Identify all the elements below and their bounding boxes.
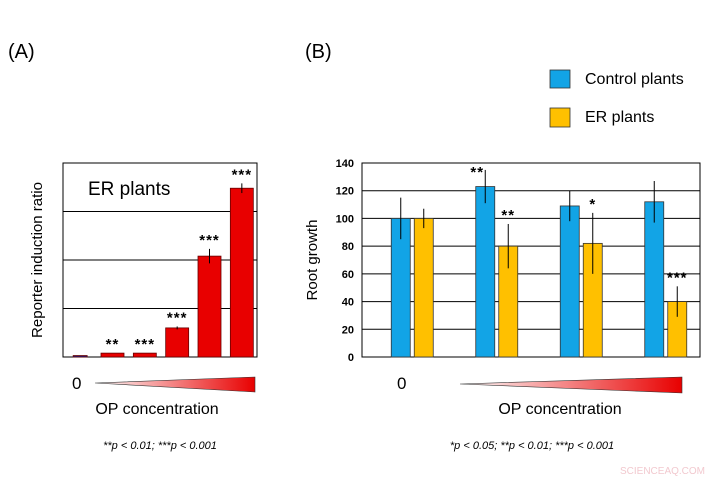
y-tick-label: 100 [336, 213, 354, 225]
bar [100, 352, 125, 358]
significance-label: ** [470, 164, 484, 181]
panel-b-label: (B) [305, 41, 332, 63]
panel-b-footnote: *p < 0.05; **p < 0.01; ***p < 0.001 [450, 440, 614, 452]
significance-label: * [589, 196, 596, 213]
significance-label: *** [167, 309, 188, 326]
y-tick-label: 60 [342, 269, 354, 281]
panel-a-inset-title: ER plants [88, 179, 170, 200]
bar [165, 327, 190, 358]
significance-label: *** [135, 336, 156, 353]
bar [197, 255, 222, 358]
bar-control [559, 205, 580, 358]
y-tick-label: 80 [342, 241, 354, 253]
plot-frame [361, 162, 701, 358]
panel-b-ylabel: Root growth [304, 220, 321, 301]
significance-label: ** [501, 207, 515, 224]
panel-a-ylabel: Reporter induction ratio [29, 182, 46, 338]
y-tick-label: 20 [342, 324, 354, 336]
bar-control [390, 218, 411, 358]
panel-b-x-start-label: 0 [397, 374, 406, 393]
significance-label: ** [106, 336, 120, 353]
plot-frame [62, 162, 258, 358]
y-tick-label: 120 [336, 186, 354, 198]
panel-a-x-start-label: 0 [72, 374, 81, 393]
panel-b-concentration-wedge [459, 376, 683, 394]
significance-label: *** [199, 232, 220, 249]
legend-label-control: Control plants [585, 71, 684, 88]
panel-a-concentration-wedge [94, 376, 256, 393]
bar [132, 352, 157, 358]
bar-control [475, 186, 496, 358]
bar-control [644, 201, 665, 358]
legend-swatch-er [549, 107, 571, 128]
significance-label: *** [232, 166, 253, 183]
legend-label-er: ER plants [585, 109, 654, 126]
bar-er [413, 218, 434, 358]
bar [72, 355, 88, 358]
panel-a-footnote: **p < 0.01; ***p < 0.001 [103, 440, 217, 452]
y-tick-label: 0 [348, 352, 354, 364]
panel-a-label: (A) [8, 41, 35, 63]
bar [229, 187, 254, 358]
y-tick-label: 140 [336, 158, 354, 170]
watermark: SCIENCEAQ.COM [620, 466, 705, 477]
y-tick-label: 40 [342, 297, 354, 309]
panel-b-xlabel: OP concentration [498, 401, 621, 418]
significance-label: *** [667, 269, 688, 286]
legend-swatch-control [549, 69, 571, 89]
panel-a-xlabel: OP concentration [95, 401, 218, 418]
panel-a-plot: ** ************ [62, 162, 258, 358]
